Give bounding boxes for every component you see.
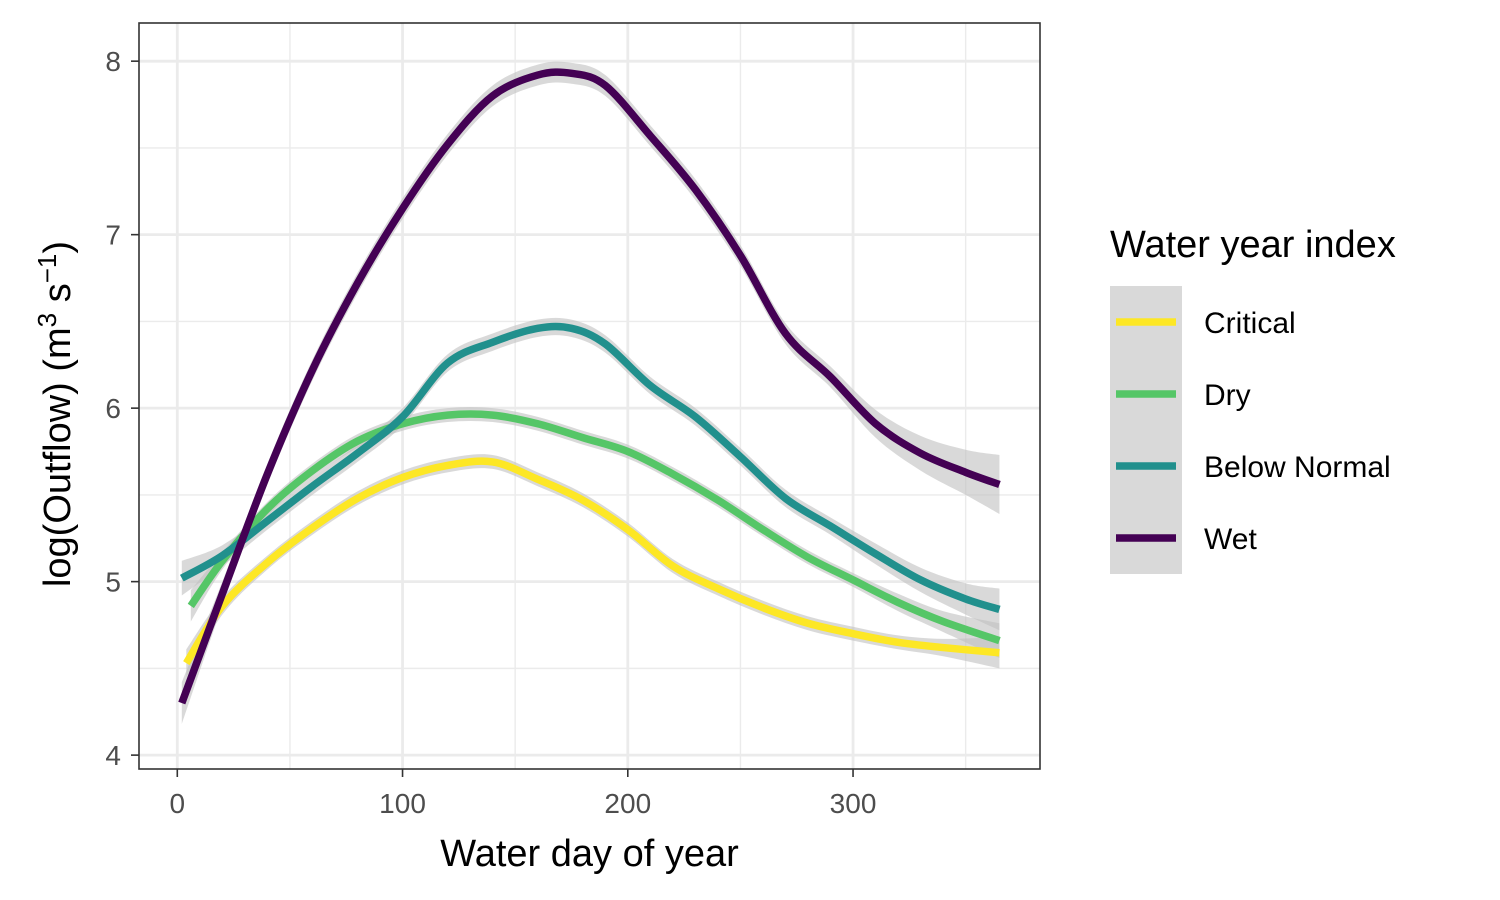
y-tick-label: 6: [105, 393, 121, 424]
legend-title: Water year index: [1110, 224, 1396, 266]
x-tick-label: 300: [830, 788, 877, 819]
y-axis-title: log(Outflow) (m3 s−1): [32, 241, 79, 587]
series-line-critical: [183, 457, 1000, 666]
x-axis: 0 100 200 300: [170, 769, 877, 819]
x-tick-label: 200: [604, 788, 651, 819]
grid-major: [139, 23, 1040, 769]
confidence-band-wet: [181, 61, 1000, 724]
legend-label-critical: Critical: [1204, 307, 1296, 340]
y-axis-title-superscript-2: −1: [32, 254, 62, 284]
y-tick-label: 4: [105, 740, 121, 771]
legend-label-below-normal: Below Normal: [1204, 451, 1391, 484]
legend: Water year index Critical Dry Below Normal…: [1110, 224, 1396, 574]
x-tick-label: 100: [379, 788, 426, 819]
series-lines: [178, 68, 1001, 705]
y-axis-title-mid: s: [37, 283, 79, 313]
x-axis-title: Water day of year: [440, 833, 739, 875]
legend-label-wet: Wet: [1204, 523, 1257, 556]
x-tick-label: 0: [170, 788, 186, 819]
y-axis-title-superscript-1: 3: [32, 313, 62, 327]
legend-items: Critical Dry Below Normal Wet: [1116, 307, 1391, 556]
y-axis-title-end: ): [37, 241, 79, 254]
plot-panel-border: [138, 22, 1041, 770]
y-tick-label: 7: [105, 220, 121, 251]
series-line-below-normal: [179, 322, 1001, 613]
y-tick-label: 5: [105, 567, 121, 598]
series-line-wet: [178, 68, 1001, 705]
legend-key-background: [1110, 286, 1182, 574]
legend-label-dry: Dry: [1204, 379, 1251, 412]
series-line-dry: [187, 410, 1001, 645]
y-axis-title-main: log(Outflow) (m: [37, 327, 79, 587]
y-tick-label: 8: [105, 46, 121, 77]
y-axis: 4 5 6 7 8: [105, 46, 139, 771]
